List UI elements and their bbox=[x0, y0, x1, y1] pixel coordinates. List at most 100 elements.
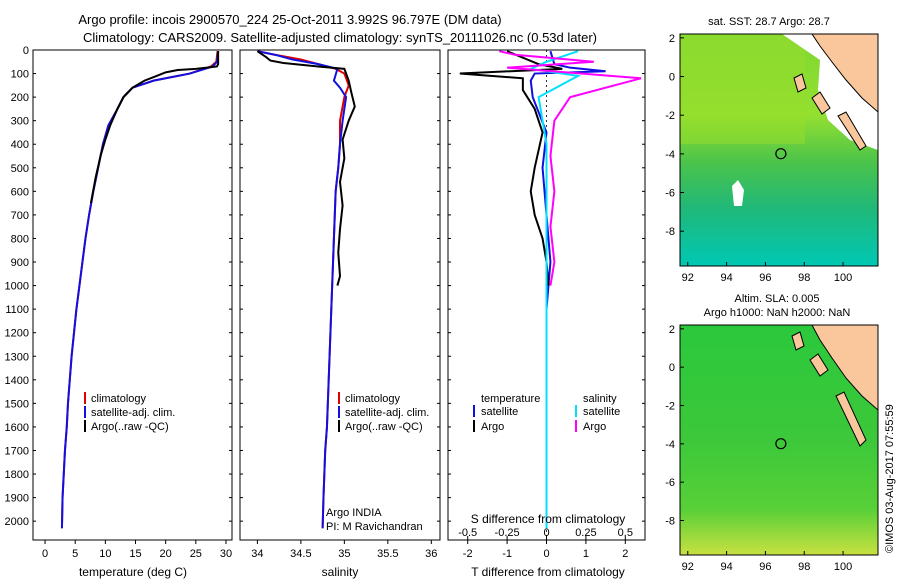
salinity-axis-label: salinity bbox=[322, 565, 359, 579]
y-tick-label: 1600 bbox=[5, 422, 29, 434]
x-tick-label: 10 bbox=[99, 548, 111, 560]
series-satellite-adj-clim- bbox=[257, 50, 348, 529]
map-x-tick-label: 98 bbox=[798, 561, 810, 573]
y-tick-label: 900 bbox=[11, 257, 29, 269]
y-tick-label: 100 bbox=[11, 69, 29, 81]
series-climatology bbox=[257, 50, 350, 529]
legend-label-satellite: satellite-adj. clim. bbox=[345, 407, 429, 419]
map-y-tick-label: -4 bbox=[665, 149, 675, 161]
sst-map bbox=[680, 34, 878, 266]
x-tick-label: 1 bbox=[583, 548, 589, 560]
y-tick-label: 1800 bbox=[5, 469, 29, 481]
map-y-tick-label: -6 bbox=[665, 477, 675, 489]
sumatra-land bbox=[811, 34, 878, 113]
series-group bbox=[459, 50, 642, 529]
sla-map-axes: 92 94 96 98 100 2 0 -2 -4 -6 -8 bbox=[665, 324, 852, 573]
map-y-tick-label: -2 bbox=[665, 401, 675, 413]
map-x-tick-label: 96 bbox=[759, 561, 771, 573]
island bbox=[793, 73, 807, 93]
temperature-legend: climatology satellite-adj. clim. Argo(..… bbox=[84, 392, 175, 433]
map-y-tick-label: -8 bbox=[665, 226, 675, 238]
map-y-tick-label: -4 bbox=[665, 439, 675, 451]
y-tick-label: 1500 bbox=[5, 398, 29, 410]
temperature-axis-label: temperature (deg C) bbox=[79, 565, 187, 579]
t-difference-axis-label: T difference from climatology bbox=[471, 565, 625, 579]
x-tick-label: 0 bbox=[543, 548, 549, 560]
difference-plot: -2 -1 0 1 2 -0.5 -0.25 0 0.25 0.5 bbox=[448, 49, 645, 560]
series-argo-salinity bbox=[499, 50, 642, 286]
map-y-tick-label: -2 bbox=[665, 110, 675, 122]
argo-location-marker bbox=[775, 438, 787, 450]
island bbox=[835, 391, 867, 447]
series-argo-temperature bbox=[459, 50, 563, 286]
series-satellite-adj-clim- bbox=[60, 51, 220, 529]
sla-map-frame bbox=[679, 324, 879, 556]
legend-label-temp-satellite: satellite bbox=[481, 406, 518, 418]
legend-title-salinity: salinity bbox=[583, 393, 617, 405]
sst-map-title: sat. SST: 28.7 Argo: 28.7 bbox=[708, 16, 830, 28]
y-tick-label: 2000 bbox=[5, 516, 29, 528]
temperature-panel-frame bbox=[32, 49, 233, 541]
legend-label-argo: Argo(..raw -QC) bbox=[345, 421, 423, 433]
y-tick-label: 1300 bbox=[5, 351, 29, 363]
y-tick-label: 1200 bbox=[5, 328, 29, 340]
y-tick-label: 200 bbox=[11, 92, 29, 104]
map-y-tick-label: 2 bbox=[669, 324, 675, 336]
y-tick-label: 1900 bbox=[5, 493, 29, 505]
x-tick-label: 35 bbox=[338, 548, 350, 560]
sla-high-patch bbox=[700, 510, 820, 555]
temperature-plot: 0 5 10 15 20 25 300100200300400500600700800900… bbox=[5, 45, 233, 560]
map-x-tick-label: 94 bbox=[720, 272, 732, 284]
s-x-tick-label: -0.5 bbox=[458, 527, 477, 539]
y-tick-label: 0 bbox=[23, 45, 29, 57]
s-difference-axis-label: S difference from climatology bbox=[471, 512, 626, 526]
sla-map bbox=[680, 325, 878, 555]
y-tick-label: 500 bbox=[11, 163, 29, 175]
salinity-plot: 34 34.5 35 35.5 36 bbox=[240, 49, 440, 560]
argo-program-annotation: Argo INDIA bbox=[326, 507, 382, 519]
y-tick-label: 700 bbox=[11, 210, 29, 222]
x-tick-label: 34 bbox=[251, 548, 263, 560]
series-argo-raw-qc- bbox=[89, 51, 220, 204]
legend-label-sal-argo: Argo bbox=[583, 421, 606, 433]
map-x-tick-label: 92 bbox=[682, 272, 694, 284]
x-tick-label: 20 bbox=[160, 548, 172, 560]
map-x-tick-label: 92 bbox=[682, 561, 694, 573]
x-tick-label: 15 bbox=[129, 548, 141, 560]
legend-label-satellite: satellite-adj. clim. bbox=[91, 407, 175, 419]
salinity-legend: climatology satellite-adj. clim. Argo(..… bbox=[326, 392, 429, 533]
figure-title-line1: Argo profile: incois 2900570_224 25-Oct-… bbox=[78, 12, 501, 27]
legend-title-temperature: temperature bbox=[481, 393, 540, 405]
map-x-tick-label: 100 bbox=[834, 272, 852, 284]
y-tick-label: 800 bbox=[11, 233, 29, 245]
sst-map-axes: 92 94 96 98 100 2 0 -2 -4 -6 -8 bbox=[665, 33, 852, 284]
map-y-tick-label: 2 bbox=[669, 33, 675, 45]
sst-missing-data bbox=[732, 180, 744, 206]
island bbox=[811, 91, 831, 115]
sla-map-title-line1: Altim. SLA: 0.005 bbox=[735, 293, 820, 305]
sst-map-frame bbox=[679, 33, 879, 267]
x-tick-label: 35.5 bbox=[377, 548, 398, 560]
island bbox=[809, 353, 829, 377]
y-tick-label: 1700 bbox=[5, 445, 29, 457]
s-x-tick-label: 0 bbox=[543, 527, 549, 539]
map-y-tick-label: -6 bbox=[665, 188, 675, 200]
y-tick-label: 400 bbox=[11, 139, 29, 151]
x-tick-label: 5 bbox=[72, 548, 78, 560]
legend-label-climatology: climatology bbox=[345, 393, 401, 405]
map-x-tick-label: 100 bbox=[834, 561, 852, 573]
series-group bbox=[256, 50, 356, 529]
map-x-tick-label: 94 bbox=[720, 561, 732, 573]
x-tick-label: 2 bbox=[622, 548, 628, 560]
x-tick-label: -1 bbox=[502, 548, 512, 560]
y-tick-label: 300 bbox=[11, 116, 29, 128]
map-y-tick-label: 0 bbox=[669, 362, 675, 374]
sla-map-title-line2: Argo h1000: NaN h2000: NaN bbox=[704, 307, 851, 319]
salinity-panel-frame bbox=[239, 49, 441, 541]
x-tick-label: 25 bbox=[190, 548, 202, 560]
series-argo-raw-qc- bbox=[256, 50, 356, 286]
x-tick-label: 34.5 bbox=[290, 548, 311, 560]
legend-label-climatology: climatology bbox=[91, 393, 147, 405]
x-tick-label: -2 bbox=[463, 548, 473, 560]
